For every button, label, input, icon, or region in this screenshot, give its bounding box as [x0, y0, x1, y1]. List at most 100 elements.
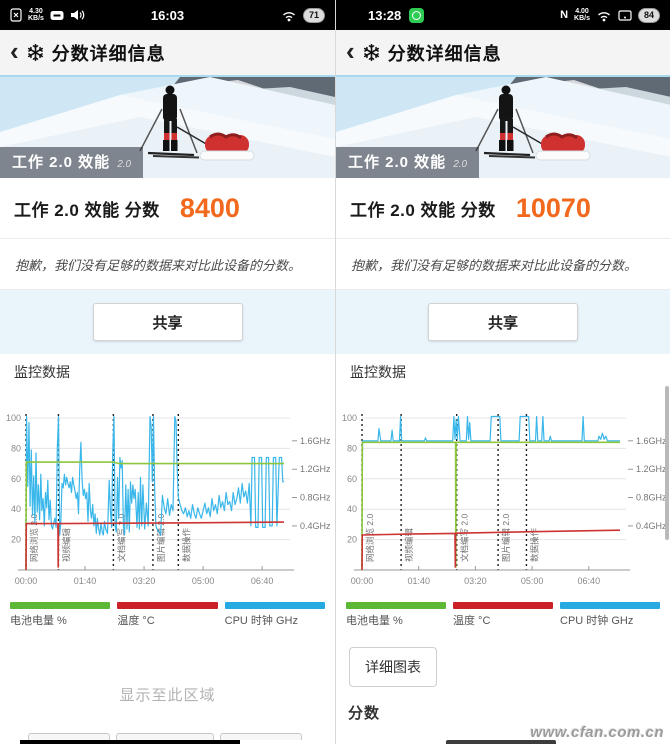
ghz-tick-label: 1.6GHz [300, 436, 331, 446]
page-title: 分数详细信息 [387, 43, 502, 64]
watermark: www.cfan.com.cn [530, 724, 664, 741]
legend-label: 电池电量 % [10, 615, 67, 627]
app-header: ‹ 分数详细信息 [336, 30, 670, 77]
message-icon [50, 10, 64, 20]
legend-color-bar [117, 602, 218, 609]
x-axis-tick-label: 05:00 [192, 576, 215, 586]
bottom-button-stub[interactable] [116, 733, 214, 740]
wifi-icon [283, 11, 295, 21]
performance-chart: 20 40 60 80 100 0.4GHz 0.8GHz 1.2GHz 1.6GHz 网络浏览 … [6, 413, 331, 586]
gesture-bar[interactable] [446, 740, 556, 744]
nfc-icon: N [560, 9, 569, 21]
legend-item: 温度 °C [453, 602, 553, 634]
ghz-tick-label: 1.6GHz [636, 436, 667, 446]
x-axis-tick-label: 03:20 [133, 576, 156, 586]
snowflake-icon [26, 43, 45, 62]
legend-color-bar [346, 602, 446, 609]
legend-color-bar [10, 602, 111, 609]
ghz-tick-label: 1.2GHz [300, 464, 331, 474]
y-axis-tick-label: 40 [347, 504, 357, 514]
benchmark-badge-title: 工作 2.0 效能 [348, 154, 447, 171]
legend-item: 电池电量 % [10, 602, 111, 634]
wifi-icon [598, 11, 610, 21]
back-chevron-icon[interactable]: ‹ [10, 35, 19, 66]
benchmark-badge: 工作 2.0 效能 2.0 [0, 147, 144, 178]
chart-legend: 电池电量 % 温度 °C CPU 时钟 GHz [336, 602, 670, 634]
x-axis-tick-label: 00:00 [15, 576, 38, 586]
ghz-tick-label: 0.4GHz [636, 521, 667, 531]
section-label: 视频编辑 [61, 527, 71, 562]
x-axis-tick-label: 03:20 [464, 576, 487, 586]
network-speed: 4.30 KB/s [28, 8, 44, 22]
scrollbar[interactable] [665, 386, 669, 540]
y-axis-tick-label: 20 [11, 535, 21, 545]
share-button[interactable]: 共享 [428, 303, 578, 341]
y-axis-tick-label: 40 [11, 504, 21, 514]
no-data-notice: 抱歉，我们没有足够的数据来对比此设备的分数。 [0, 239, 335, 290]
benchmark-badge-title: 工作 2.0 效能 [12, 154, 111, 171]
legend-item: 电池电量 % [346, 602, 446, 634]
chart-body: 20 40 60 80 100 0.4GHz 0.8GHz 1.2GHz 1.6GHz 网络浏览 … [342, 413, 667, 586]
x-axis-tick-label: 01:40 [407, 576, 430, 586]
benchmark-badge-version: 2.0 [453, 159, 468, 170]
section-label: 网络浏览 2.0 [29, 514, 39, 562]
y-axis-tick-label: 100 [6, 413, 21, 423]
speaker-icon [70, 10, 85, 20]
back-chevron-icon[interactable]: ‹ [346, 35, 355, 66]
legend-label: 电池电量 % [346, 615, 403, 627]
x-axis-tick-label: 05:00 [521, 576, 544, 586]
y-axis-tick-label: 60 [347, 474, 357, 484]
hero-image: 工作 2.0 效能 2.0 [0, 77, 335, 178]
chart-legend: 电池电量 % 温度 °C CPU 时钟 GHz [0, 602, 335, 634]
legend-color-bar [560, 602, 660, 609]
bottom-button-stub[interactable] [220, 733, 302, 740]
no-data-notice: 抱歉，我们没有足够的数据来对比此设备的分数。 [336, 239, 670, 290]
series-line [361, 529, 621, 571]
series-line [25, 415, 284, 536]
y-axis-tick-label: 60 [11, 474, 21, 484]
app-header: ‹ 分数详细信息 [0, 30, 335, 77]
phone-screenshot-right: 13:28 N 4.00 KB/s 84 ‹ 分数详细信息 工作 2.0 效能 [335, 0, 670, 744]
status-right-icons: N 4.00 KB/s 84 [560, 7, 660, 23]
x-axis-tick-label: 00:00 [351, 576, 374, 586]
section-label: 图片编辑 2.0 [501, 514, 511, 562]
page-title: 分数详细信息 [51, 43, 166, 64]
status-left-icons: 4.30 KB/s [10, 8, 85, 22]
legend-label: 温度 °C [117, 615, 155, 627]
series-line [25, 461, 284, 571]
legend-item: 温度 °C [117, 602, 218, 634]
score-label: 工作 2.0 效能 分数 [350, 200, 496, 220]
share-button[interactable]: 共享 [92, 303, 243, 341]
score-row: 工作 2.0 效能 分数 8400 [0, 178, 335, 239]
x-axis-tick-label: 01:40 [74, 576, 97, 586]
bottom-button-stub[interactable] [28, 733, 110, 740]
legend-color-bar [224, 602, 325, 609]
performance-chart: 20 40 60 80 100 0.4GHz 0.8GHz 1.2GHz 1.6GHz 网络浏览 … [342, 413, 667, 586]
legend-label: 温度 °C [453, 615, 491, 627]
y-axis-tick-label: 80 [347, 443, 357, 453]
legend-item: CPU 时钟 GHz [224, 602, 325, 634]
no-sim-icon [10, 8, 22, 22]
series-line [361, 415, 620, 528]
skier-illustration [336, 77, 670, 178]
network-speed: 4.00 KB/s [574, 8, 590, 22]
section-label: 文档编写 2.0 [116, 514, 126, 562]
legend-label: CPU 时钟 GHz [560, 615, 634, 627]
snowflake-icon [362, 43, 381, 62]
ghz-tick-label: 0.4GHz [300, 521, 331, 531]
benchmark-badge: 工作 2.0 效能 2.0 [336, 147, 480, 178]
section-label: 数据操作 [529, 527, 539, 562]
display-hint: 显示至此区域 [119, 687, 216, 704]
section-label: 文档编写 2.0 [460, 514, 470, 562]
monitor-section-label: 监控数据 [350, 364, 406, 380]
chart-body: 20 40 60 80 100 0.4GHz 0.8GHz 1.2GHz 1.6GHz 网络浏览 … [6, 413, 331, 586]
share-band: 共享 [336, 290, 670, 354]
ghz-tick-label: 0.8GHz [636, 492, 667, 502]
status-bar: 13:28 N 4.00 KB/s 84 [336, 0, 670, 30]
battery-indicator: 84 [637, 7, 660, 23]
hero-image: 工作 2.0 效能 2.0 [336, 77, 670, 178]
phone-screenshot-left: 4.30 KB/s 16:03 71 ‹ 分数详细信息 工作 2.0 效能 [0, 0, 335, 744]
status-time: 16:03 [150, 7, 185, 23]
detail-chart-button[interactable]: 详细图表 [349, 647, 437, 687]
